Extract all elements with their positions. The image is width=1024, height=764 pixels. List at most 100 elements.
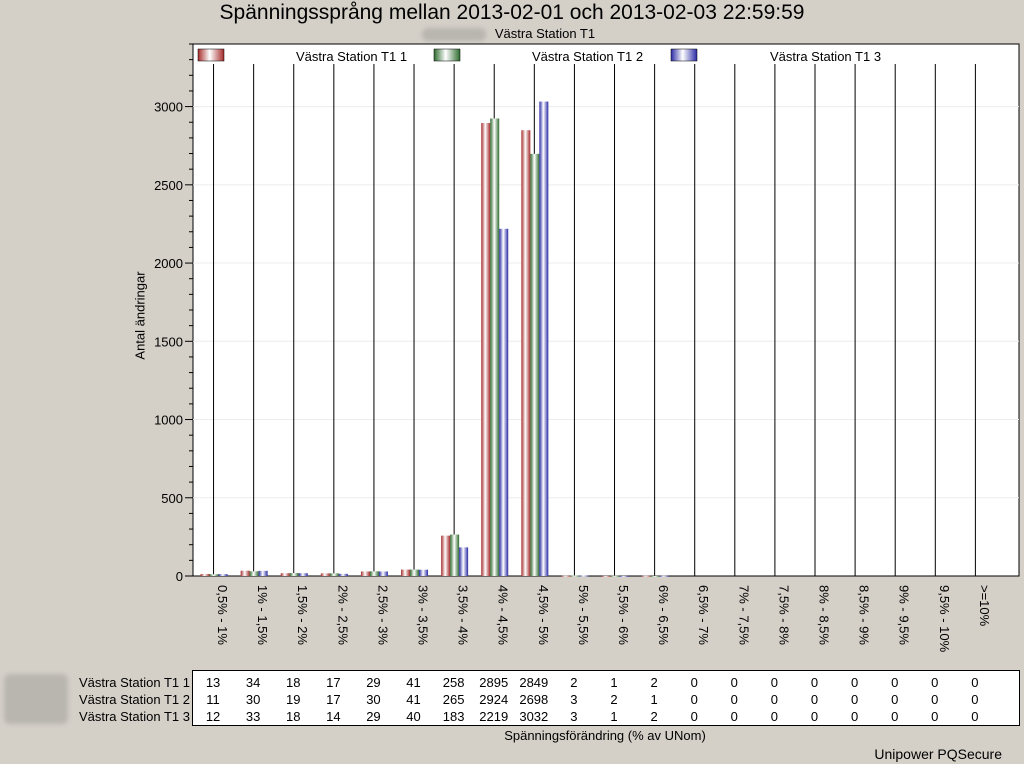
- bar: [521, 130, 531, 576]
- bar: [641, 575, 651, 577]
- y-tick-label: 3000: [154, 100, 183, 115]
- table-cell: 17: [326, 675, 341, 690]
- table-cell: 18: [286, 709, 301, 724]
- bar: [659, 575, 669, 577]
- table-cell: 19: [286, 692, 301, 707]
- y-tick-label: 0: [176, 569, 183, 584]
- bar: [419, 569, 429, 576]
- bar: [490, 118, 500, 576]
- bar: [601, 575, 611, 577]
- x-tick-label: 1% - 1,5%: [255, 585, 270, 645]
- bar: [481, 123, 491, 577]
- bar: [561, 575, 571, 577]
- x-tick-label: 0,5% - 1%: [215, 585, 230, 645]
- table-cell: 0: [810, 675, 819, 690]
- table-cell: 0: [730, 692, 738, 707]
- table-cell: 14: [326, 709, 341, 724]
- table-cell: 0: [971, 675, 979, 690]
- bar: [369, 571, 379, 576]
- table-cell: 2698: [519, 692, 549, 707]
- table-cell: 30: [366, 692, 381, 707]
- bar: [209, 574, 219, 576]
- bar: [360, 571, 370, 576]
- y-tick-label: 1500: [154, 334, 183, 349]
- table-cell: 0: [931, 675, 939, 690]
- data-table: [192, 670, 1020, 726]
- x-tick-label: 1,5% - 2%: [295, 585, 310, 645]
- x-tick-label: 3% - 3,5%: [416, 585, 431, 645]
- table-cell: 0: [891, 692, 899, 707]
- table-cell: 0: [931, 692, 939, 707]
- y-axis-title: Antal ändringar: [132, 271, 148, 360]
- legend-label: Västra Station T1 1: [296, 49, 407, 64]
- bar: [450, 534, 460, 576]
- bar: [218, 574, 228, 576]
- bar: [258, 570, 268, 576]
- table-cell: 183: [442, 709, 465, 724]
- bar: [619, 575, 629, 577]
- table-cell: 258: [442, 675, 465, 690]
- table-row-label: Västra Station T1 2: [78, 692, 190, 707]
- x-tick-label: 5% - 5,5%: [576, 585, 591, 645]
- x-tick-label: 7% - 7,5%: [736, 585, 751, 645]
- y-tick-label: 500: [161, 491, 183, 506]
- table-cell: 0: [891, 709, 899, 724]
- table-cell: 0: [730, 709, 738, 724]
- bar: [539, 101, 549, 576]
- table-cell: 0: [730, 675, 738, 690]
- x-tick-label: 2,5% - 3%: [375, 585, 390, 645]
- x-axis-title: Spänningsförändring (% av UNom): [504, 728, 706, 743]
- table-cell: 2: [610, 692, 618, 707]
- x-tick-label: 4% - 4,5%: [496, 585, 511, 645]
- legend-swatch: [433, 48, 461, 62]
- table-cell: 1: [650, 692, 658, 707]
- table-cell: 40: [406, 709, 421, 724]
- table-cell: 0: [891, 675, 899, 690]
- bar: [530, 153, 540, 576]
- bar: [240, 570, 250, 576]
- bar: [298, 573, 308, 576]
- x-tick-label: 6% - 6,5%: [656, 585, 671, 645]
- table-cell: 0: [690, 675, 698, 690]
- table-cell: 17: [326, 692, 341, 707]
- table-cell: 3: [570, 709, 578, 724]
- bar: [441, 535, 451, 576]
- table-cell: 41: [406, 675, 421, 690]
- bar: [610, 575, 620, 577]
- table-cell: 2219: [479, 709, 509, 724]
- x-tick-label: 4,5% - 5%: [536, 585, 551, 645]
- legend-swatch: [197, 48, 225, 62]
- x-tick-label: 3,5% - 4%: [456, 585, 471, 645]
- table-cell: 0: [971, 692, 979, 707]
- bar: [329, 573, 339, 576]
- table-cell: 33: [245, 709, 261, 724]
- bar: [459, 547, 469, 576]
- table-cell: 29: [366, 709, 381, 724]
- x-tick-label: 9% - 9,5%: [897, 585, 912, 645]
- x-tick-label: 7,5% - 8%: [776, 585, 791, 645]
- bar: [289, 573, 299, 576]
- legend-swatch: [670, 48, 698, 62]
- table-cell: 0: [850, 709, 859, 724]
- table-cell: 34: [245, 675, 261, 690]
- bar: [200, 573, 210, 576]
- table-cell: 41: [406, 692, 421, 707]
- bar: [320, 573, 330, 576]
- table-cell: 0: [770, 675, 779, 690]
- y-tick-label: 2500: [154, 178, 183, 193]
- chart-title: Spänningssprång mellan 2013-02-01 och 20…: [219, 1, 805, 24]
- table-cell: 2924: [479, 692, 509, 707]
- table-cell: 0: [770, 709, 779, 724]
- table-row-label: Västra Station T1 1: [78, 675, 190, 690]
- chart-subtitle: Västra Station T1: [494, 26, 596, 41]
- y-tick-label: 2000: [154, 256, 183, 271]
- plot-area: [192, 43, 1020, 577]
- bar: [378, 571, 388, 576]
- bar: [499, 228, 509, 577]
- x-tick-label: 5,5% - 6%: [616, 585, 631, 645]
- table-cell: 0: [971, 709, 979, 724]
- x-tick-label: 2% - 2,5%: [335, 585, 350, 645]
- table-cell: 2849: [519, 675, 549, 690]
- bar: [249, 571, 259, 576]
